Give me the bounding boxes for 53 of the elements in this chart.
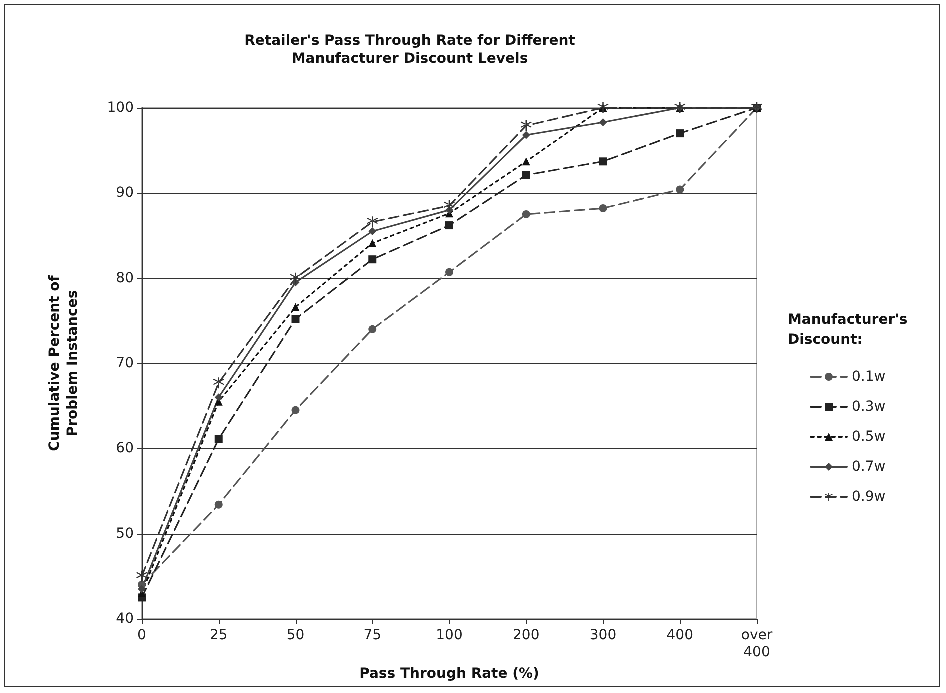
legend-label: 0.3w <box>852 399 886 415</box>
point <box>599 118 608 126</box>
point <box>136 570 148 582</box>
point <box>214 500 223 509</box>
y-tick-label: 90 <box>116 185 134 202</box>
point <box>599 204 608 212</box>
point <box>290 272 302 284</box>
x-tick-label: over 400 <box>741 628 773 660</box>
x-tick-label: 75 <box>364 628 382 644</box>
point <box>676 186 684 194</box>
point <box>446 268 454 276</box>
point <box>292 315 300 324</box>
y-tick-label: 60 <box>116 440 134 457</box>
point <box>213 378 224 389</box>
point <box>676 130 684 138</box>
legend-title: Manufacturer's Discount: <box>788 312 908 348</box>
y-tick-label: 80 <box>116 270 134 286</box>
point <box>214 435 223 444</box>
x-tick-label: 300 <box>590 628 617 644</box>
legend-label: 0.5w <box>852 429 886 445</box>
point <box>368 256 377 264</box>
point <box>367 216 378 228</box>
x-tick-label: 0 <box>138 628 146 644</box>
point <box>214 394 223 402</box>
point <box>138 585 146 594</box>
y-tick-label: 50 <box>116 526 134 542</box>
y-tick-label: 40 <box>116 611 134 627</box>
x-tick-label: 400 <box>666 628 694 644</box>
legend-label: 0.1w <box>852 369 886 385</box>
point <box>522 210 530 218</box>
point <box>446 222 454 230</box>
x-tick-label: 100 <box>436 628 463 644</box>
legend-label: 0.9w <box>852 489 886 505</box>
x-tick-label: 200 <box>513 628 540 644</box>
point <box>522 171 530 180</box>
chart-title: Retailer's Pass Through Rate for Different Manufacturer Discount Levels <box>244 33 576 67</box>
x-tick-label: 50 <box>286 628 305 644</box>
y-tick-label: 70 <box>116 356 134 372</box>
legend-label: 0.7w <box>852 459 886 475</box>
y-axis-title: Cumulative Percent of Problem Instances <box>47 274 81 452</box>
point <box>292 406 300 414</box>
point <box>368 227 377 236</box>
point <box>522 158 530 166</box>
x-axis-title: Pass Through Rate (%) <box>360 666 540 682</box>
point <box>599 158 608 166</box>
point <box>520 120 532 132</box>
point <box>368 239 377 248</box>
x-tick-label: 25 <box>210 628 228 644</box>
point <box>522 131 530 140</box>
point <box>368 325 377 334</box>
y-tick-label: 100 <box>107 100 134 116</box>
point <box>292 303 300 312</box>
point <box>444 200 455 212</box>
